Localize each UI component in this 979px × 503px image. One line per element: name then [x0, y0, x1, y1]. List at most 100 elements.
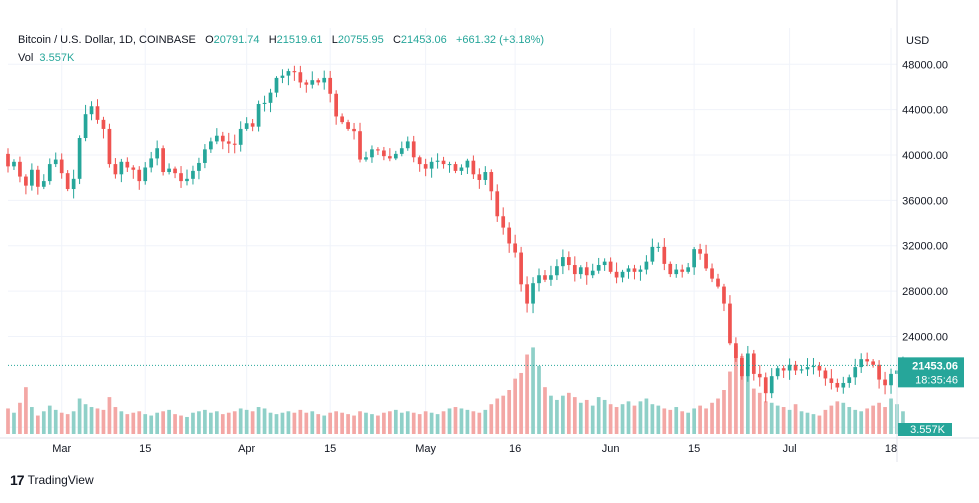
candle-body — [214, 135, 219, 142]
close-value: 21453.06 — [400, 34, 447, 46]
candle-body — [95, 106, 100, 120]
date-tick-label: 15 — [324, 443, 336, 455]
volume-bar — [101, 409, 106, 434]
volume-bar — [453, 407, 458, 434]
price-tick-label: 32000.00 — [902, 241, 948, 253]
candle-body — [137, 169, 142, 182]
volume-bar — [286, 411, 291, 434]
volume-bar — [722, 390, 726, 434]
candle-body — [89, 106, 94, 115]
grid — [8, 28, 897, 434]
volume-label: Vol — [18, 52, 34, 64]
date-tick-label: 18 — [885, 443, 897, 455]
candle-body — [352, 128, 356, 132]
date-tick-label: Mar — [52, 443, 71, 455]
high-value: 21519.61 — [276, 34, 323, 46]
price-tick-label: 48000.00 — [902, 59, 948, 71]
volume-bar — [841, 402, 846, 434]
candle-body — [602, 261, 607, 266]
candle-body — [411, 141, 416, 158]
volume-bar — [220, 414, 225, 434]
volume-bar — [483, 409, 488, 434]
volume-bar — [167, 409, 171, 434]
date-tick-label: 16 — [509, 443, 521, 455]
volume-bar — [519, 372, 523, 434]
countdown-label: 18:35:46 — [915, 374, 958, 386]
volume-bar — [441, 411, 446, 434]
volume-bar — [89, 407, 94, 434]
candle-body — [191, 170, 195, 179]
volume-bar — [113, 407, 118, 434]
volume-bar — [268, 412, 273, 434]
candle-body — [185, 178, 189, 182]
candle-body — [835, 382, 840, 388]
price-tick-label: 36000.00 — [902, 195, 948, 207]
volume-bar — [757, 392, 762, 434]
volume-value: 3.557K — [39, 52, 75, 64]
candle-body — [543, 275, 547, 280]
candle-body — [232, 143, 237, 145]
candle-body — [638, 269, 643, 272]
volume-bar — [883, 407, 887, 434]
candle-body — [143, 167, 148, 182]
candle-body — [662, 246, 667, 264]
volume-bar — [119, 411, 124, 434]
candle-body — [787, 364, 792, 371]
candle-body — [519, 252, 523, 285]
candle-body — [250, 123, 255, 127]
candle-body — [745, 353, 750, 377]
candle-body — [30, 169, 34, 186]
volume-bar — [364, 412, 368, 434]
candle-body — [83, 114, 88, 139]
candle-body — [853, 367, 858, 378]
volume-badge-label: 3.557K — [910, 424, 946, 436]
open-value: 20791.74 — [213, 34, 260, 46]
volume-bar — [280, 412, 285, 434]
candle-body — [155, 148, 160, 159]
candle-body — [531, 283, 535, 304]
candle-body — [513, 243, 517, 253]
candle-body — [113, 164, 118, 175]
volume-bar — [346, 414, 350, 434]
candle-body — [274, 77, 279, 93]
candle-body — [149, 158, 154, 168]
volume-bar — [382, 412, 386, 434]
candle-body — [471, 160, 476, 175]
volume-bar — [352, 415, 356, 434]
volume-bar — [191, 412, 195, 434]
symbol-header: Bitcoin / U.S. Dollar, 1D, COINBASE O207… — [18, 34, 544, 46]
price-tick-label: 24000.00 — [902, 331, 948, 343]
candle-body — [328, 77, 333, 94]
candle-body — [757, 373, 762, 378]
date-tick-label: Apr — [238, 443, 255, 455]
candle-body — [399, 148, 404, 154]
volume-bar — [316, 414, 321, 434]
volume-bar — [125, 414, 130, 434]
volume-bar — [692, 408, 696, 434]
candle-body — [710, 268, 714, 279]
candle-body — [298, 72, 303, 83]
volume-bar — [143, 414, 148, 434]
candle-body — [692, 249, 696, 268]
candle-body — [811, 365, 816, 368]
candle-body — [107, 128, 112, 165]
volume-bar — [423, 411, 428, 434]
volume-bar — [322, 415, 327, 434]
candle-body — [65, 173, 70, 190]
volume-bar — [429, 412, 434, 434]
volume-bar — [179, 415, 183, 434]
candle-body — [716, 278, 720, 287]
volume-bar — [411, 412, 416, 434]
tradingview-logo[interactable]: 17 TradingView — [10, 472, 94, 488]
candle-body — [465, 160, 470, 168]
candle-body — [644, 261, 649, 270]
volume-bar — [6, 408, 10, 434]
candle-body — [483, 172, 488, 180]
candle-body — [841, 382, 846, 388]
candle-body — [572, 265, 577, 275]
volume-bar — [477, 412, 482, 434]
change-value: +661.32 (+3.18%) — [455, 34, 545, 46]
candle-body — [751, 353, 756, 374]
